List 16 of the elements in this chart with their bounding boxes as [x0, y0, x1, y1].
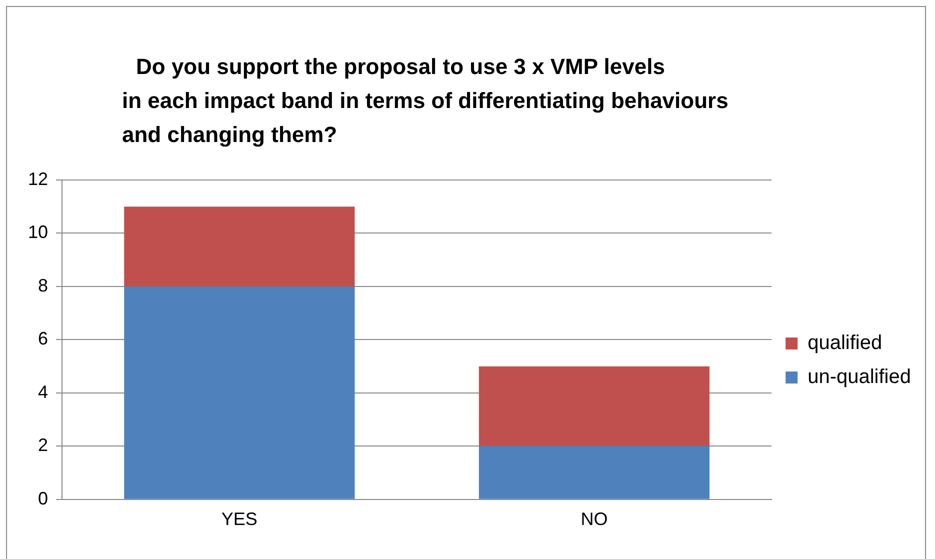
y-tick-label: 6: [38, 328, 48, 349]
y-tick-label: 8: [38, 275, 48, 296]
bar: [124, 206, 355, 286]
x-tick-label: NO: [580, 509, 608, 530]
bar: [124, 286, 355, 499]
legend-label: un-qualified: [808, 366, 912, 388]
y-tick-label: 0: [38, 488, 48, 508]
y-tick-label: 4: [38, 382, 48, 402]
chart-title: Do you support the proposal to use 3 x VMP levels in each impact band in terms of differentiating behaviours and changing them?: [122, 54, 728, 147]
y-tick-label: 12: [28, 168, 48, 189]
y-tick-label: 2: [38, 435, 48, 456]
legend-label: qualified: [808, 332, 882, 354]
x-tick-label: YES: [221, 509, 258, 530]
bar: [478, 366, 710, 446]
bar: [478, 446, 710, 499]
y-tick-label: 10: [28, 222, 48, 242]
